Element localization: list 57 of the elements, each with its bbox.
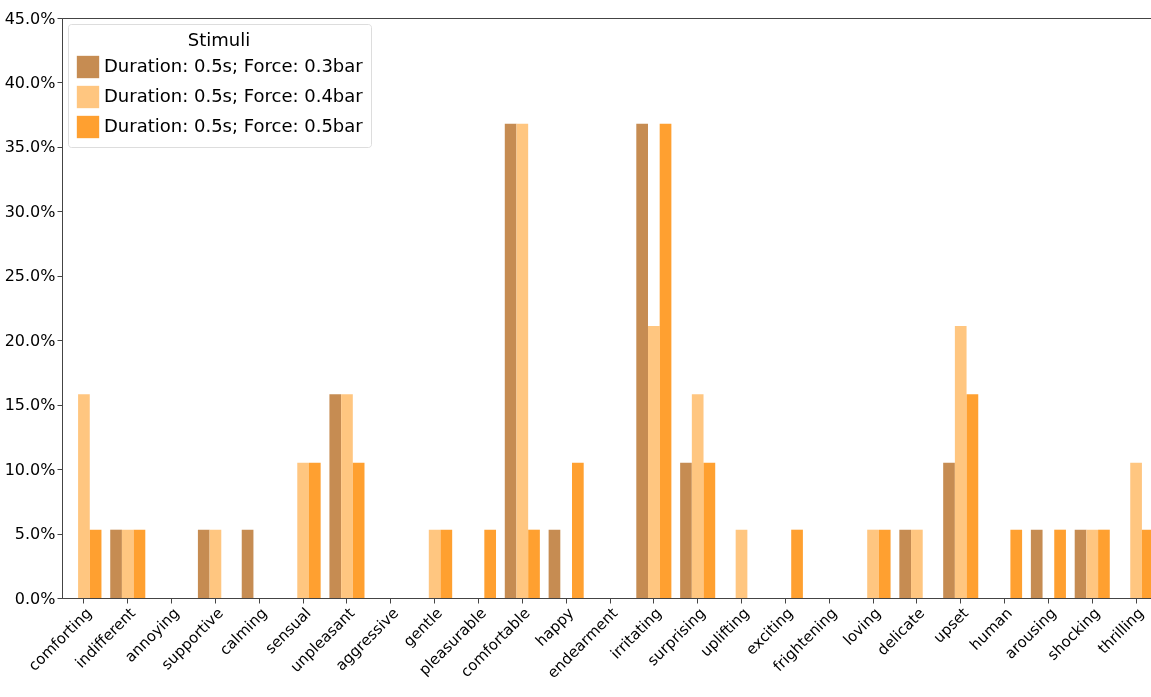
- bar: [352, 462, 365, 598]
- bar: [548, 529, 561, 598]
- bar: [341, 394, 353, 598]
- legend-label: Duration: 0.5s; Force: 0.4bar: [104, 85, 364, 106]
- bar: [659, 123, 672, 598]
- y-tick-label: 5.0%: [14, 524, 56, 544]
- y-tick-label: 25.0%: [4, 266, 56, 286]
- bar: [428, 529, 441, 598]
- bar: [1086, 529, 1099, 598]
- bar: [1074, 529, 1087, 598]
- bar: [943, 462, 955, 598]
- bar: [110, 529, 122, 598]
- bar: [878, 529, 891, 598]
- bar: [572, 462, 584, 598]
- bar: [954, 326, 967, 598]
- bar: [1098, 529, 1110, 598]
- bar: [867, 529, 879, 598]
- bar: [241, 529, 254, 598]
- bar: [89, 529, 102, 598]
- bar: [78, 394, 90, 598]
- bar: [691, 394, 704, 598]
- bar: [680, 462, 692, 598]
- y-tick-label: 10.0%: [4, 459, 56, 479]
- bar: [133, 529, 146, 598]
- bar: [966, 394, 979, 598]
- bar: [1030, 529, 1043, 598]
- legend-label: Duration: 0.5s; Force: 0.3bar: [104, 55, 364, 76]
- bar: [911, 529, 923, 598]
- bar: [1130, 462, 1142, 598]
- bar: [703, 462, 716, 598]
- bar: [440, 529, 453, 598]
- bar: [504, 123, 517, 598]
- legend-title: Stimuli: [187, 29, 251, 50]
- y-tick-label: 40.0%: [4, 72, 56, 92]
- bar: [636, 123, 648, 598]
- y-tick-label: 15.0%: [4, 395, 56, 415]
- bar: [899, 529, 912, 598]
- y-tick-label: 30.0%: [4, 201, 56, 221]
- bar: [647, 326, 660, 598]
- bar: [791, 529, 803, 598]
- bar: [484, 529, 497, 598]
- bar: [735, 529, 748, 598]
- bar: [516, 123, 529, 598]
- bar: [197, 529, 210, 598]
- bar: [297, 462, 309, 598]
- y-tick-label: 20.0%: [4, 330, 56, 350]
- bar: [528, 529, 540, 598]
- y-tick-label: 45.0%: [4, 8, 56, 28]
- bar: [308, 462, 321, 598]
- bar: [1054, 529, 1066, 598]
- bar: [1010, 529, 1023, 598]
- bar: [121, 529, 134, 598]
- y-tick-label: 0.0%: [14, 588, 56, 608]
- y-tick-label: 35.0%: [4, 137, 56, 157]
- bar: [209, 529, 222, 598]
- bar: [329, 394, 342, 598]
- legend-label: Duration: 0.5s; Force: 0.5bar: [104, 115, 364, 136]
